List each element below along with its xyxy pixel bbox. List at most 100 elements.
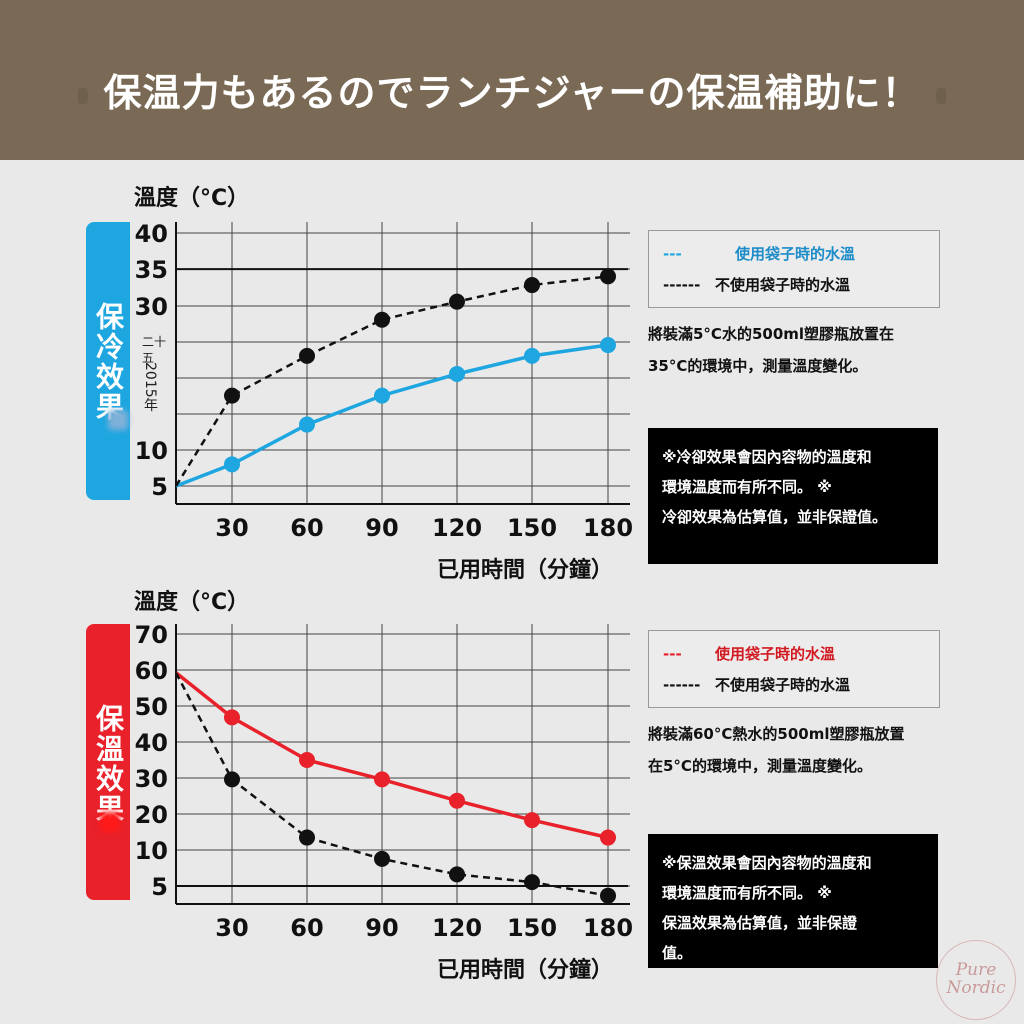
x-tick-label: 60	[290, 914, 323, 942]
y-tick-label: 35	[135, 256, 168, 284]
decorative-dot	[78, 88, 88, 104]
data-point-without-bag	[524, 277, 540, 294]
legend-label-used: 使用袋子時的水溫	[715, 645, 836, 663]
legend-label-unused: 不使用袋子時的水溫	[715, 676, 851, 694]
description-line: 將裝滿60°C熱水的500ml塑膠瓶放置	[648, 725, 905, 743]
data-point-with-bag	[449, 365, 465, 382]
blurred-mark	[100, 812, 120, 832]
stamp-text: 二十五	[142, 335, 167, 365]
y-tick-label: 10	[135, 437, 168, 465]
y-tick-label: 20	[135, 801, 168, 829]
chart1-x-axis-label: 已用時間（分鐘）	[437, 558, 614, 583]
y-tick-label: 30	[135, 293, 168, 321]
description-line: 將裝滿5°C水的500ml塑膠瓶放置在	[648, 325, 895, 343]
y-tick-label: 5	[151, 473, 168, 501]
note-line: 冷卻效果為估算值，並非保證值。	[662, 508, 888, 526]
data-point-with-bag	[600, 337, 616, 354]
x-tick-label: 180	[583, 514, 633, 542]
data-point-without-bag	[374, 311, 390, 328]
data-point-without-bag	[374, 850, 390, 867]
header-banner: 保温力もあるのでランチジャーの保温補助に！	[0, 0, 1024, 160]
note-line: 環境溫度而有所不同。 ※	[662, 884, 832, 902]
stamp-year: 2015年	[142, 362, 158, 412]
description-line: 35°C的環境中，測量溫度變化。	[648, 357, 868, 375]
data-point-with-bag	[224, 709, 240, 726]
y-tick-label: 40	[135, 220, 168, 248]
note-line: 值。	[662, 944, 693, 962]
data-point-without-bag	[449, 866, 465, 883]
legend-item-used: --- 使用袋子時的水溫	[663, 643, 835, 664]
data-point-without-bag	[600, 887, 616, 904]
watermark-line: Nordic	[946, 978, 1006, 998]
data-point-without-bag	[449, 293, 465, 310]
y-tick-label: 10	[135, 837, 168, 865]
note-line: ※保溫效果會因內容物的溫度和	[662, 854, 872, 872]
chart2-side-tab: 保溫效果	[86, 624, 130, 900]
chart1-note-box: ※冷卻效果會因內容物的溫度和 環境溫度而有所不同。 ※ 冷卻效果為估算值，並非保…	[648, 428, 938, 564]
chart2-description: 將裝滿60°C熱水的500ml塑膠瓶放置 在5°C的環境中，測量溫度變化。	[648, 718, 948, 782]
chart1-description: 將裝滿5°C水的500ml塑膠瓶放置在 35°C的環境中，測量溫度變化。	[648, 318, 948, 382]
x-tick-label: 150	[507, 914, 557, 942]
x-tick-label: 90	[365, 514, 398, 542]
legend-dash-used: ---	[663, 645, 682, 663]
x-tick-label: 60	[290, 514, 323, 542]
note-line: ※冷卻效果會因內容物的溫度和	[662, 448, 872, 466]
data-point-without-bag	[224, 387, 240, 404]
data-point-with-bag	[374, 771, 390, 788]
legend-label-unused: 不使用袋子時的水溫	[715, 276, 851, 294]
legend-item-unused: ------ 不使用袋子時的水溫	[663, 674, 850, 695]
chart2-legend: --- 使用袋子時的水溫 ------ 不使用袋子時的水溫	[648, 630, 940, 708]
data-point-with-bag	[299, 752, 315, 768]
description-line: 在5°C的環境中，測量溫度變化。	[648, 757, 872, 775]
data-point-without-bag	[299, 347, 315, 364]
x-tick-label: 120	[432, 514, 482, 542]
blurred-mark	[108, 410, 128, 430]
data-point-with-bag	[449, 792, 465, 809]
data-point-without-bag	[299, 829, 315, 846]
page-title: 保温力もあるのでランチジャーの保温補助に！	[103, 71, 921, 115]
legend-dash-used: ---	[663, 245, 682, 263]
x-tick-label: 120	[432, 914, 482, 942]
legend-item-used: --- 使用袋子時的水溫	[663, 243, 855, 264]
legend-dash-unused: ------	[663, 676, 701, 694]
note-line: 保溫效果為估算值，並非保證	[662, 914, 858, 932]
x-tick-label: 150	[507, 514, 557, 542]
x-tick-label: 30	[215, 914, 248, 942]
legend-dash-unused: ------	[663, 276, 701, 294]
y-tick-label: 70	[135, 621, 168, 649]
data-point-without-bag	[224, 771, 240, 788]
data-point-with-bag	[524, 347, 540, 364]
watermark-line: Pure	[955, 960, 997, 980]
chart2-x-axis-label: 已用時間（分鐘）	[437, 958, 614, 983]
chart2-side-label: 保溫效果	[92, 704, 125, 824]
data-point-with-bag	[374, 387, 390, 404]
chart2-note-box: ※保溫效果會因內容物的溫度和 環境溫度而有所不同。 ※ 保溫效果為估算值，並非保…	[648, 834, 938, 968]
y-tick-label: 5	[151, 873, 168, 901]
chart1-legend: --- 使用袋子時的水溫 ------ 不使用袋子時的水溫	[648, 230, 940, 308]
y-tick-label: 30	[135, 765, 168, 793]
legend-item-unused: ------ 不使用袋子時的水溫	[663, 274, 850, 295]
data-point-with-bag	[224, 456, 240, 473]
x-tick-label: 30	[215, 514, 248, 542]
series-line-with-bag	[174, 671, 609, 840]
data-point-without-bag	[524, 874, 540, 891]
x-tick-label: 90	[365, 914, 398, 942]
data-point-with-bag	[299, 416, 315, 433]
data-point-with-bag	[524, 812, 540, 829]
y-tick-label: 60	[135, 657, 168, 685]
x-tick-label: 180	[583, 914, 633, 942]
legend-label-used: 使用袋子時的水溫	[735, 245, 856, 263]
chart1-y-axis-label: 溫度（°C）	[134, 186, 250, 211]
data-point-without-bag	[600, 268, 616, 285]
brand-watermark-logo: Pure Nordic	[936, 940, 1016, 1020]
y-tick-label: 50	[135, 693, 168, 721]
y-tick-label: 40	[135, 729, 168, 757]
chart1-side-tab: 保冷效果	[86, 222, 130, 500]
decorative-dot	[936, 88, 946, 104]
chart1-side-label: 保冷效果	[92, 302, 125, 422]
chart2-y-axis-label: 溫度（°C）	[134, 590, 250, 615]
note-line: 環境溫度而有所不同。 ※	[662, 478, 832, 496]
data-point-with-bag	[600, 829, 616, 846]
